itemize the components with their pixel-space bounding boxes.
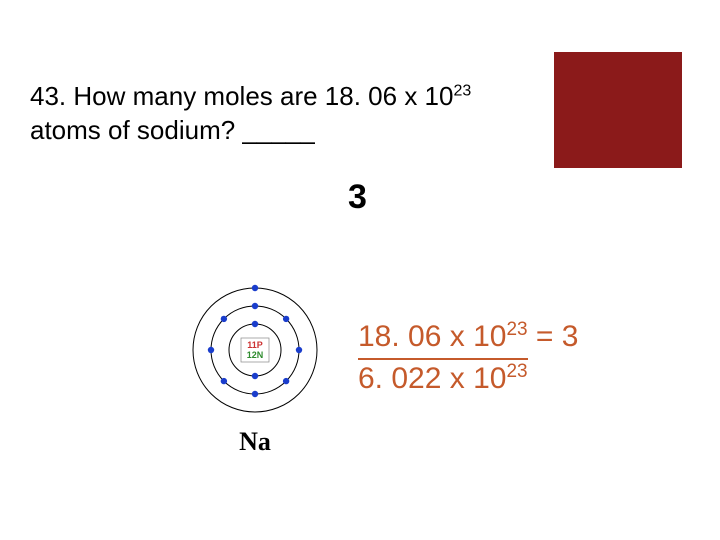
atom-svg: 11P 12N [185, 280, 325, 420]
calc-num-base: 18. 06 x 10 [358, 320, 506, 353]
electron [252, 321, 258, 327]
calc-denominator: 6. 022 x 1023 [358, 362, 528, 395]
electron [283, 316, 289, 322]
electron [252, 285, 258, 291]
electron [296, 347, 302, 353]
nucleus-neutrons: 12N [247, 350, 264, 360]
question-exp1: 23 [453, 82, 471, 99]
calc-result: = 3 [528, 320, 579, 353]
calc-num-exp: 23 [506, 319, 527, 340]
electron [221, 378, 227, 384]
atom-diagram: 11P 12N Na [180, 280, 330, 457]
calculation-block: 18. 06 x 1023 = 3 6. 022 x 1023 [358, 318, 578, 397]
question-text: 43. How many moles are 18. 06 x 1023 ato… [30, 80, 510, 148]
calc-numerator: 18. 06 x 1023 [358, 318, 528, 360]
answer-value: 3 [348, 178, 367, 217]
calc-den-base: 6. 022 x 10 [358, 362, 506, 395]
question-number: 43. [30, 81, 66, 111]
nucleus-protons: 11P [247, 340, 263, 350]
electron [252, 391, 258, 397]
electron [252, 373, 258, 379]
corner-accent-box [554, 52, 682, 168]
electron [283, 378, 289, 384]
question-part2: atoms of sodium? _____ [30, 115, 315, 145]
electron [208, 347, 214, 353]
calc-den-exp: 23 [506, 361, 527, 382]
question-part1: How many moles are 18. 06 x 10 [73, 81, 453, 111]
electron [221, 316, 227, 322]
element-symbol: Na [180, 427, 330, 457]
electron [252, 303, 258, 309]
